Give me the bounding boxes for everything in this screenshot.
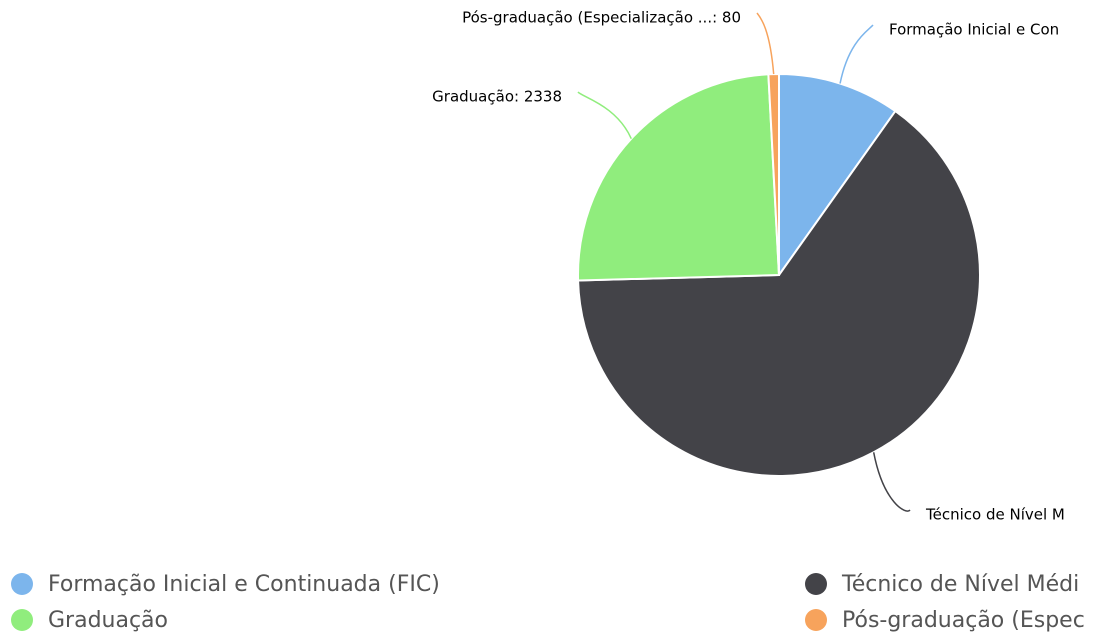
connector (756, 12, 775, 75)
legend-marker (11, 609, 33, 631)
pie-slice (767, 72, 780, 276)
pie-slice (577, 73, 781, 282)
legend-label: Pós-graduação (Espec (842, 608, 1085, 633)
data-label: Técnico de Nível M (925, 506, 1065, 524)
connector (577, 91, 632, 139)
data-label: Formação Inicial e Con (889, 21, 1059, 39)
data-label: Graduação: 2338 (432, 88, 562, 106)
pie-slice (778, 72, 897, 279)
data-label: Pós-graduação (Especialização ...: 80 (462, 9, 741, 27)
pie-slice (577, 109, 981, 477)
legend-label: Formação Inicial e Continuada (FIC) (48, 572, 440, 597)
plot: Formação Inicial e Con Técnico de Nível M… (11, 9, 1085, 633)
legend-marker (805, 573, 827, 595)
legend-label: Técnico de Nível Médi (841, 572, 1079, 597)
legend-marker (805, 609, 827, 631)
legend-label: Graduação (48, 608, 168, 633)
connector (872, 452, 911, 512)
legend-marker (11, 573, 33, 595)
connector (839, 24, 874, 84)
